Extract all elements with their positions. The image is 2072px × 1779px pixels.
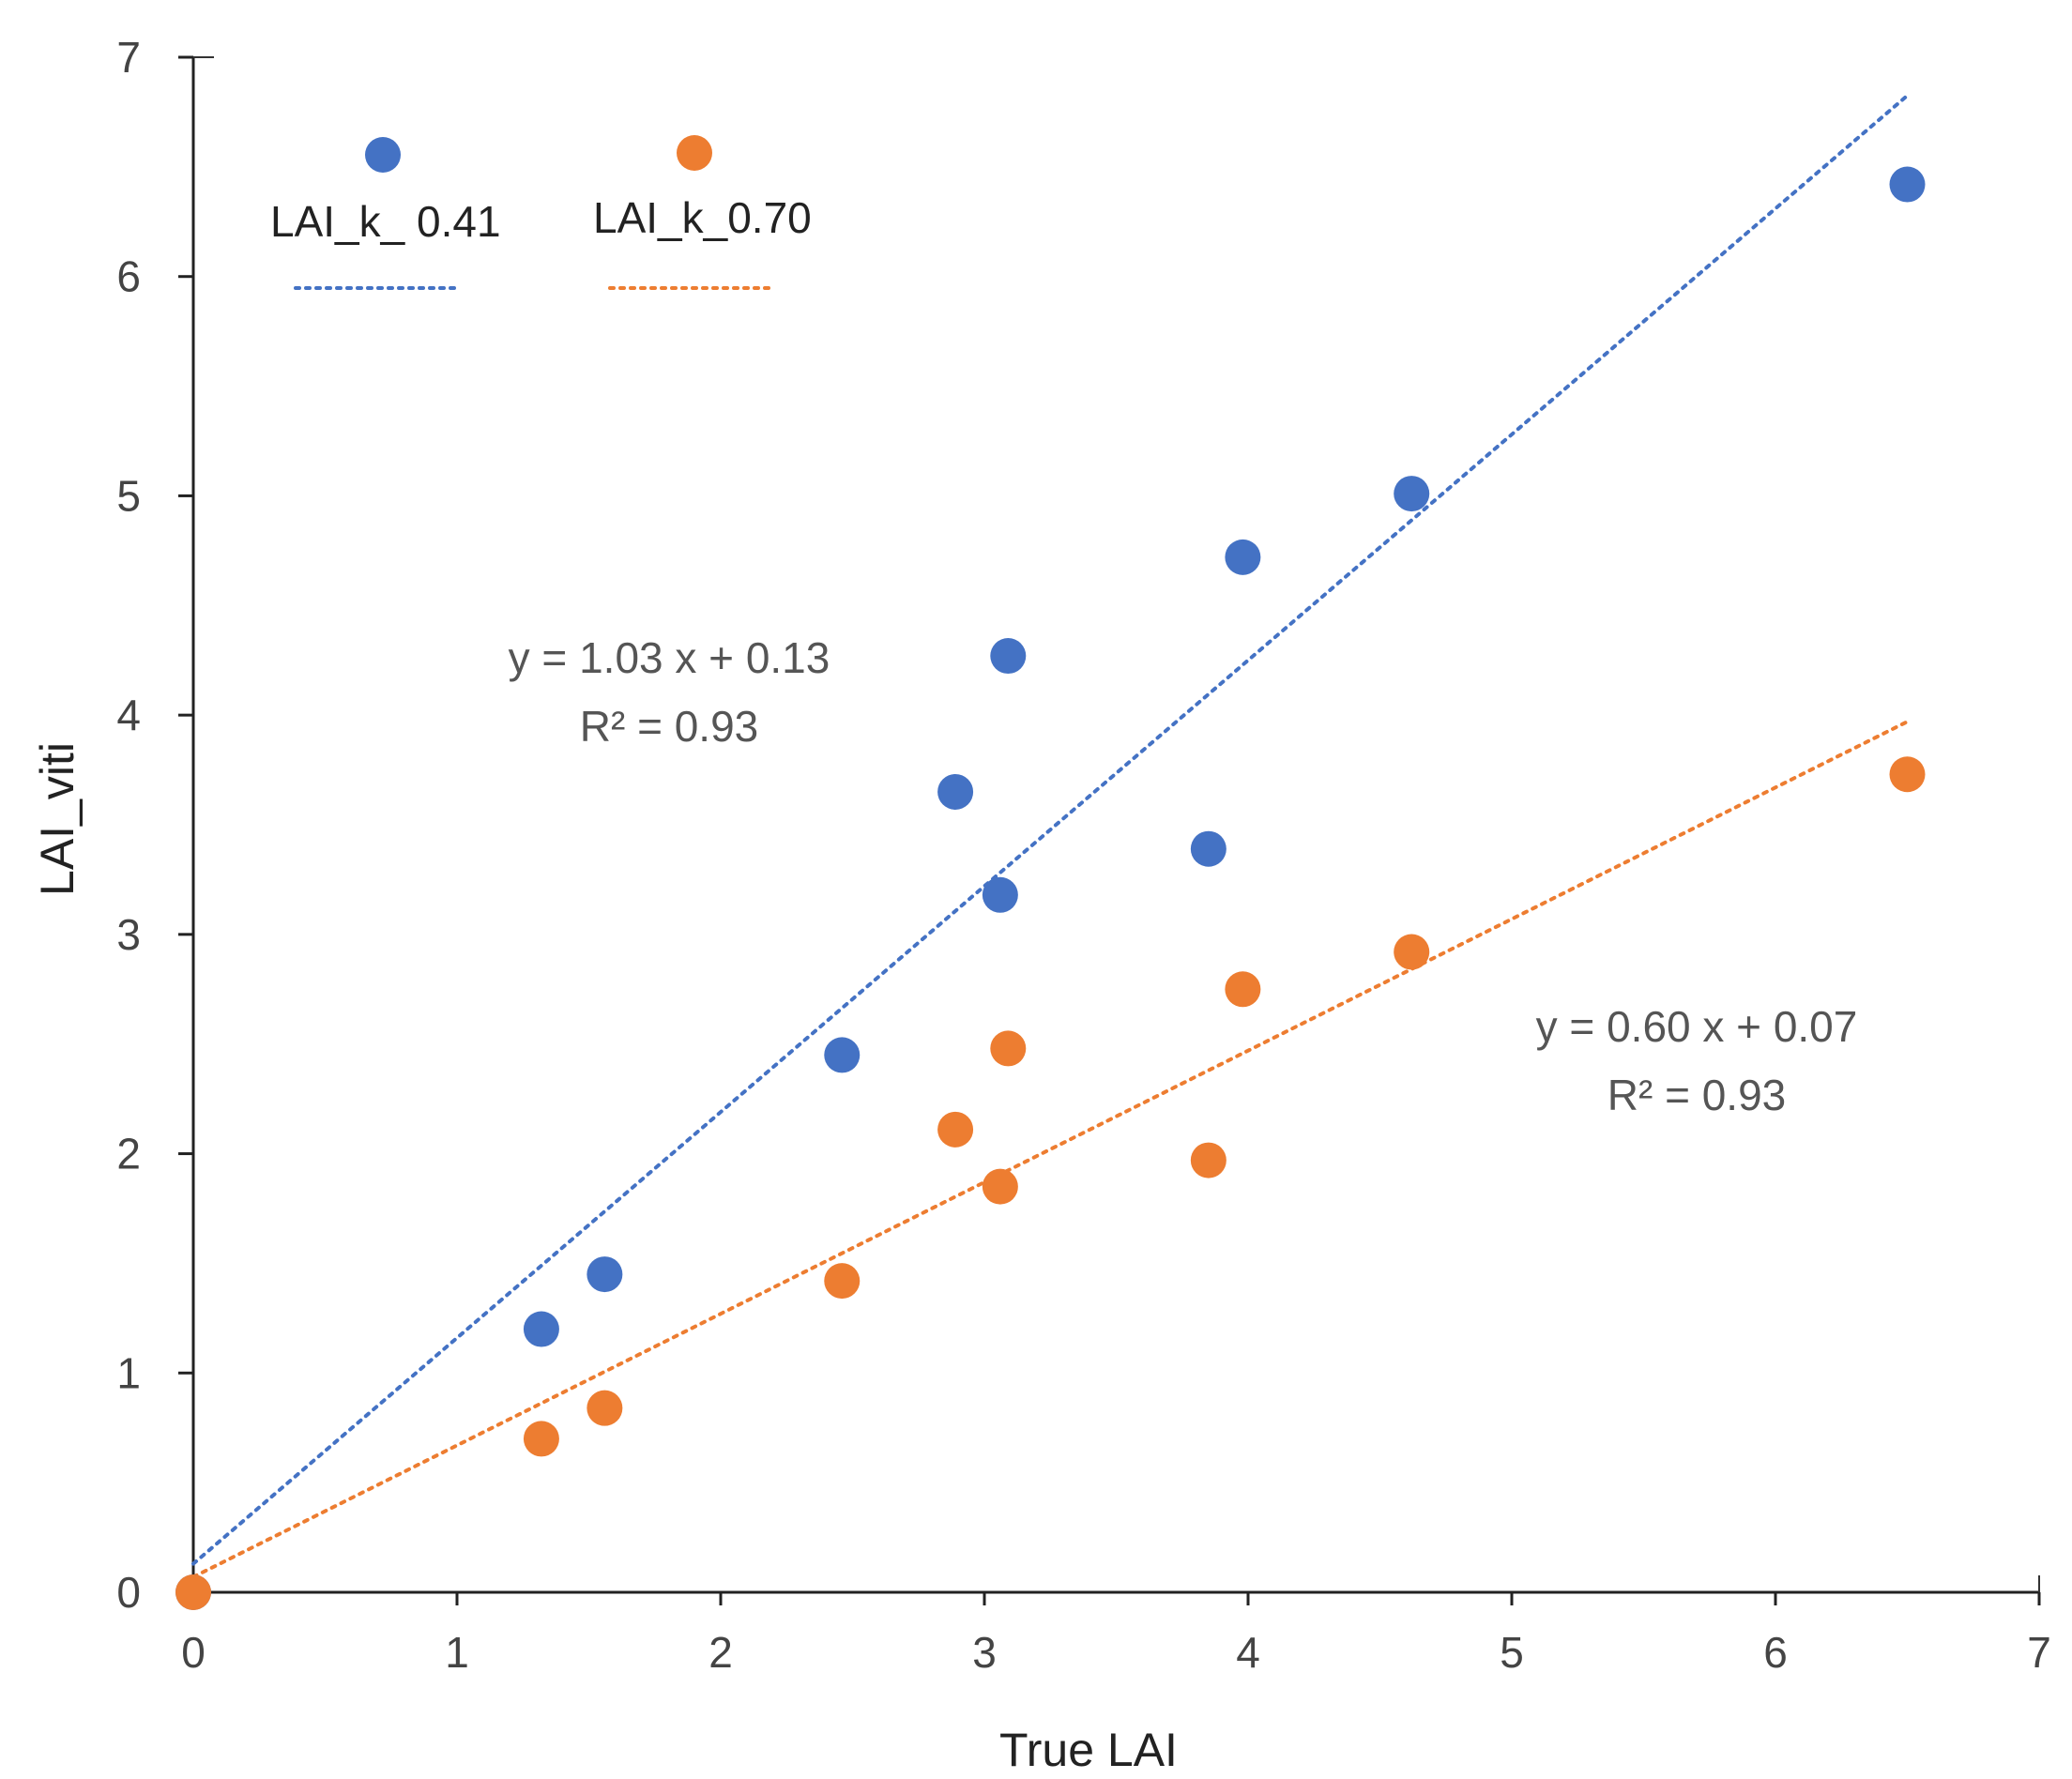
point-series-2 <box>937 1111 974 1148</box>
point-series-2 <box>1394 934 1430 970</box>
point-series-2 <box>175 1574 211 1610</box>
y-tick-label: 4 <box>116 691 141 739</box>
point-series-2 <box>982 1168 1018 1205</box>
point-series-2 <box>587 1390 623 1426</box>
legend-marker-series-1 <box>365 137 401 173</box>
point-series-2 <box>1225 971 1261 1008</box>
x-tick-label: 5 <box>1500 1628 1524 1677</box>
legend-marker-series-2 <box>677 135 712 171</box>
x-tick-label: 7 <box>2027 1628 2051 1677</box>
y-tick-label: 2 <box>116 1130 141 1178</box>
legend-label-series-2: LAI_k_0.70 <box>593 193 812 242</box>
point-series-2 <box>990 1030 1027 1067</box>
y-tick-label: 0 <box>116 1568 141 1617</box>
legend: LAI_k_ 0.41 LAI_k_0.70 <box>270 135 812 290</box>
axes <box>191 56 2040 1594</box>
x-axis-title: True LAI <box>999 1724 1178 1776</box>
x-tick-label: 6 <box>1763 1628 1788 1677</box>
trendline-equation-series-1: y = 1.03 x + 0.13 <box>509 633 830 682</box>
point-series-2 <box>1889 756 1926 793</box>
point-series-1 <box>1394 476 1430 512</box>
legend-label-series-1: LAI_k_ 0.41 <box>270 197 501 246</box>
point-series-1 <box>1225 539 1261 575</box>
point-series-1 <box>587 1256 623 1293</box>
point-series-1 <box>990 638 1027 675</box>
trendline-equation-series-2: y = 0.60 x + 0.07 <box>1536 1002 1858 1051</box>
point-series-1 <box>1889 166 1926 203</box>
x-tick-label: 2 <box>708 1628 733 1677</box>
y-tick-label: 3 <box>116 910 141 959</box>
point-series-1 <box>982 876 1018 913</box>
x-tick-label: 1 <box>445 1628 469 1677</box>
point-series-2 <box>824 1263 861 1300</box>
point-series-2 <box>523 1421 559 1457</box>
y-tick-label: 7 <box>116 33 141 82</box>
x-axis-ticks: 0 1 2 3 4 5 6 7 <box>181 1592 2051 1677</box>
trendline-series-2 <box>191 720 1910 1579</box>
y-axis-title: LAI_viti <box>31 742 84 896</box>
data-points <box>175 166 1926 1610</box>
point-series-1 <box>824 1037 861 1073</box>
point-series-1 <box>937 773 974 810</box>
trendline-series-1 <box>191 93 1910 1566</box>
y-tick-label: 6 <box>116 252 141 301</box>
trendline-equations: y = 1.03 x + 0.13 R² = 0.93 y = 0.60 x + 0… <box>509 633 1858 1119</box>
point-series-1 <box>1190 830 1226 867</box>
point-series-1 <box>523 1311 559 1347</box>
trendlines <box>191 93 1910 1579</box>
y-tick-label: 5 <box>116 471 141 520</box>
point-series-2 <box>1190 1142 1226 1178</box>
y-axis-ticks: 0 1 2 3 4 5 6 7 <box>116 33 193 1617</box>
trendline-r2-series-2: R² = 0.93 <box>1607 1071 1787 1119</box>
x-tick-label: 0 <box>181 1628 206 1677</box>
y-tick-label: 1 <box>116 1348 141 1397</box>
x-tick-label: 4 <box>1236 1628 1260 1677</box>
trendline-r2-series-1: R² = 0.93 <box>580 702 759 751</box>
x-tick-label: 3 <box>972 1628 997 1677</box>
